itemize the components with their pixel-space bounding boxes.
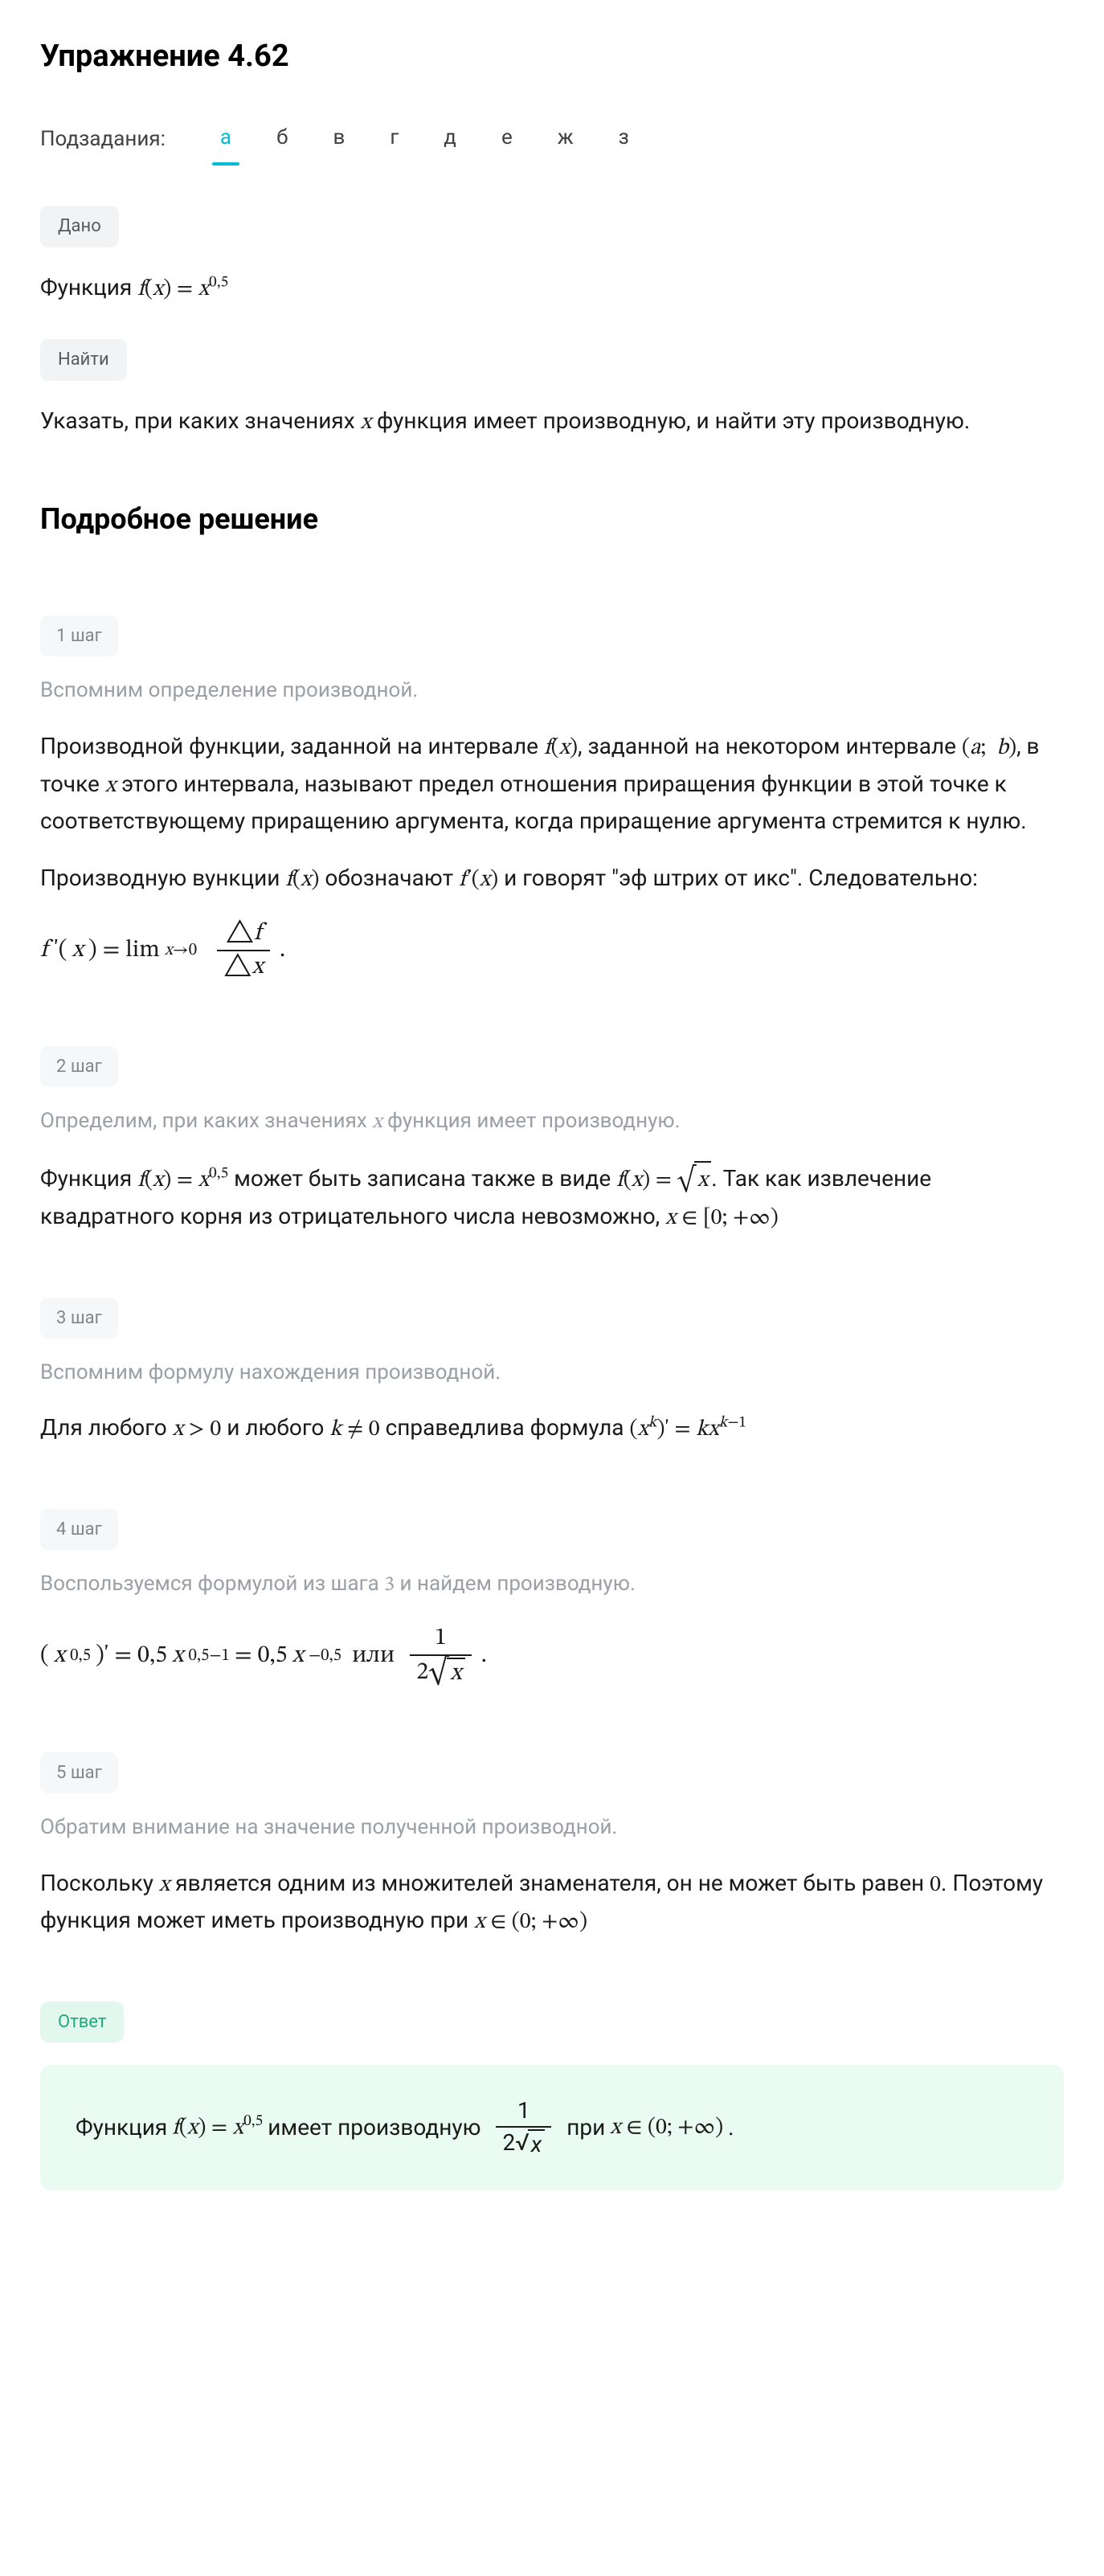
subtask-tab-d[interactable]: д [421,113,479,166]
step-1: 1 шаг Вспомним определение производной. … [40,575,1064,982]
step-subtitle: Вспомним формулу нахождения производной. [40,1356,1064,1390]
step-subtitle: Вспомним определение производной. [40,674,1064,708]
step-1-para-2: Производную вункции f(x) обозначают f '(… [40,861,1064,898]
step-5-para-1: Поскольку x является одним из множителей… [40,1866,1064,1941]
subtask-tab-e[interactable]: е [479,113,535,166]
step-subtitle: Определим, при каких значениях x функция… [40,1105,1064,1140]
find-text-before: Указать, при каких значениях [40,407,361,434]
step-1-formula: f '(x) = limx→0 △f△x. [40,919,1064,982]
subtask-tab-v[interactable]: в [310,113,367,166]
given-section: Дано Функция f(x) = x0,5 [40,206,1064,307]
given-prefix: Функция [40,274,137,301]
step-2: 2 шаг Определим, при каких значениях x ф… [40,1006,1064,1237]
answer-section: Ответ Функция f(x) = x0,5 имеет производ… [40,1961,1064,2190]
step-1-para-1: Производной функции, заданной на интерва… [40,729,1064,840]
step-3-para-1: Для любого x > 0 и любого k ≠ 0 справедл… [40,1410,1064,1448]
subtask-tab-z[interactable]: з [596,113,652,166]
find-text-after: функция имеет производную, и найти эту п… [371,407,970,434]
subtask-tab-a[interactable]: а [198,113,254,166]
given-formula: f(x) = x0,5 [137,278,228,301]
step-5: 5 шаг Обратим внимание на значение получ… [40,1712,1064,1940]
find-text: Указать, при каких значениях x функция и… [40,403,1064,441]
find-section: Найти Указать, при каких значениях x фун… [40,339,1064,440]
solution-heading: Подробное решение [40,497,1064,543]
step-2-para-1: Функция f(x) = x0,5 может быть записана … [40,1161,1064,1237]
given-pill: Дано [40,206,119,247]
step-pill: 4 шаг [40,1509,118,1550]
subtasks-label: Подзадания: [40,123,166,157]
step-4: 4 шаг Воспользуемся формулой из шага 3 и… [40,1469,1064,1688]
step-pill: 2 шаг [40,1046,118,1087]
step-3: 3 шаг Вспомним формулу нахождения произв… [40,1257,1064,1449]
step-pill: 5 шаг [40,1752,118,1793]
given-text: Функция f(x) = x0,5 [40,270,1064,308]
step-pill: 3 шаг [40,1298,118,1339]
subtask-tab-zh[interactable]: ж [535,113,596,166]
find-pill: Найти [40,339,127,380]
subtask-tab-b[interactable]: б [254,113,310,166]
step-subtitle: Воспользуемся формулой из шага 3 и найде… [40,1568,1064,1603]
step-pill: 1 шаг [40,615,118,656]
exercise-title: Упражнение 4.62 [40,32,1064,81]
subtasks-bar: Подзадания: а б в г д е ж з [40,113,1064,166]
step-4-formula: (x0,5)' = 0,5x0,5−1 = 0,5x−0,5 или 12√x. [40,1624,1064,1688]
answer-pill: Ответ [40,2002,124,2042]
step-subtitle: Обратим внимание на значение полученной … [40,1811,1064,1845]
find-var: x [361,411,371,434]
answer-box: Функция f(x) = x0,5 имеет производную 12… [40,2065,1064,2190]
subtask-tab-g[interactable]: г [367,113,421,166]
